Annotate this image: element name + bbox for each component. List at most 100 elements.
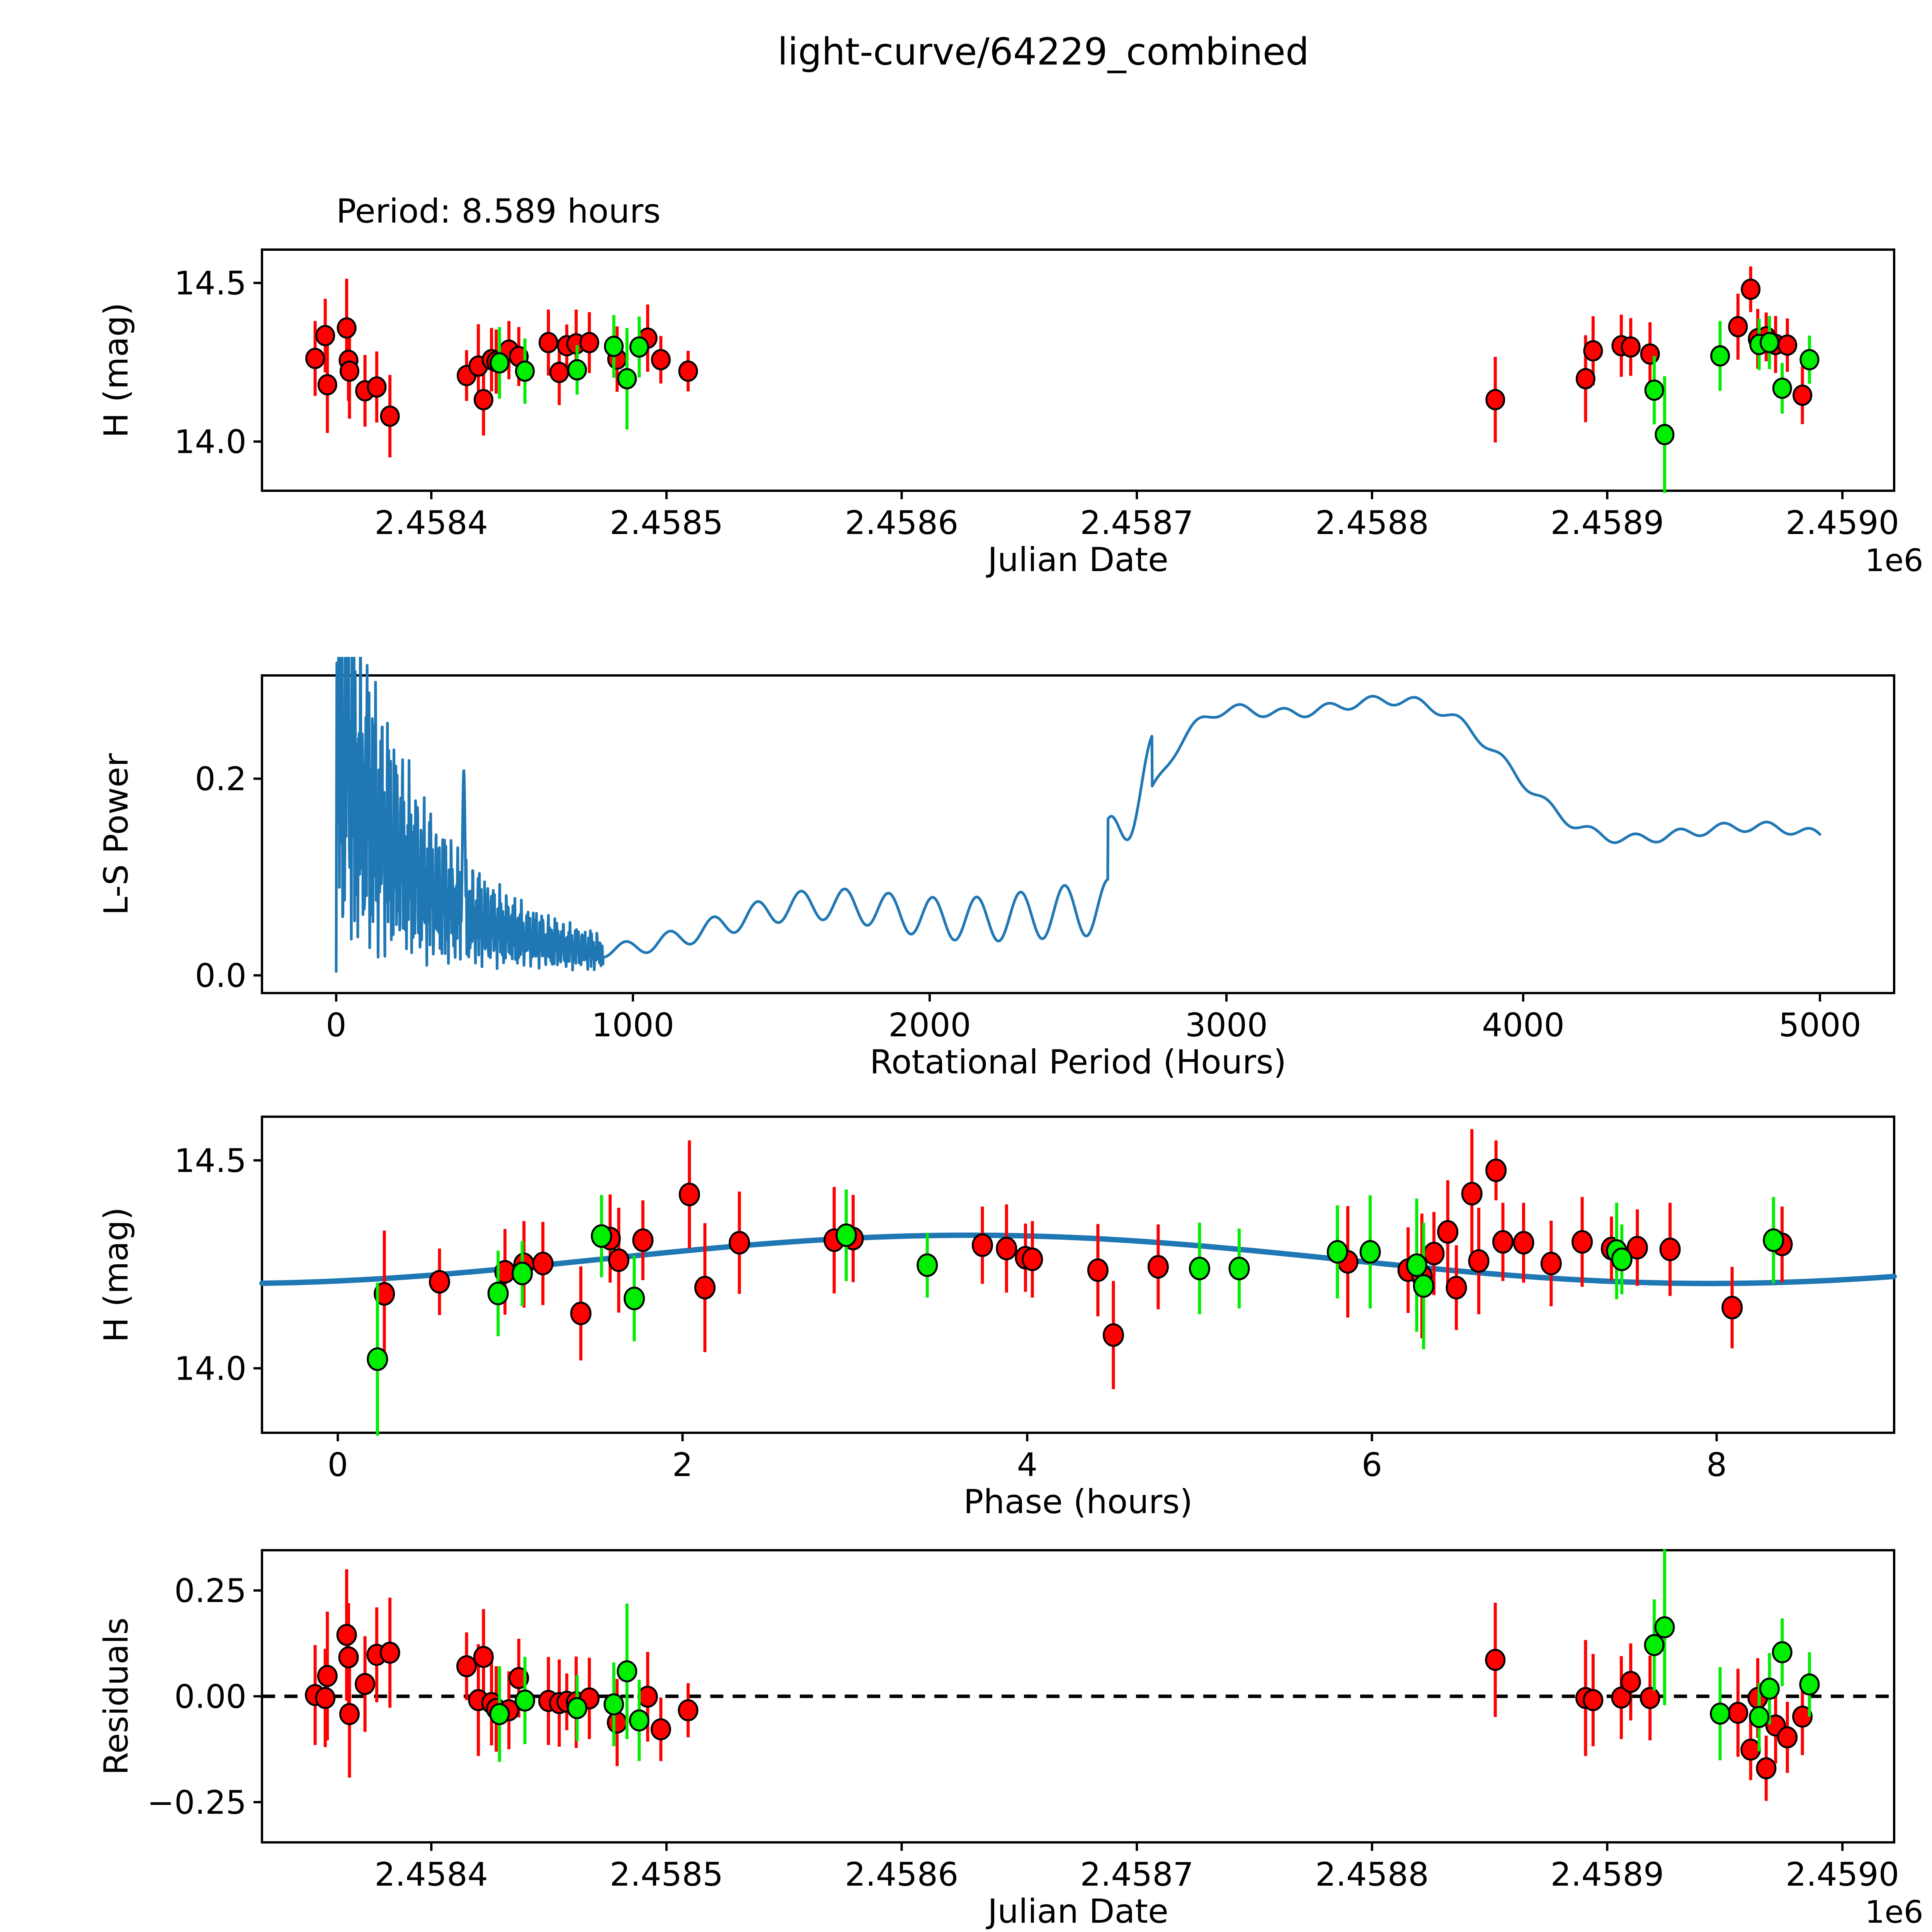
data-point xyxy=(651,349,671,371)
data-point xyxy=(1446,1276,1467,1299)
data-point xyxy=(473,1646,494,1668)
y-tick-label: 14.0 xyxy=(174,423,247,461)
y-axis-label: Residuals xyxy=(97,1617,136,1775)
data-point xyxy=(1468,1249,1490,1273)
data-point xyxy=(996,1236,1017,1260)
x-tick-label: 2.4585 xyxy=(610,1855,723,1893)
data-point xyxy=(317,1665,338,1687)
data-point xyxy=(1710,345,1730,367)
data-point xyxy=(1740,1738,1761,1761)
data-point xyxy=(678,1699,699,1721)
data-point xyxy=(338,1646,359,1668)
data-point xyxy=(650,1718,671,1740)
data-point xyxy=(1721,1296,1743,1320)
data-point xyxy=(1792,1706,1813,1728)
data-point xyxy=(623,1286,645,1310)
data-point xyxy=(637,1685,658,1708)
axes-frame xyxy=(261,248,1895,492)
data-point xyxy=(1799,349,1820,371)
data-point xyxy=(1189,1257,1210,1281)
x-tick-label: 2.4584 xyxy=(374,504,488,542)
y-axis-label: H (mag) xyxy=(97,1207,136,1342)
x-axis-label: Julian Date xyxy=(986,541,1168,579)
data-point xyxy=(538,332,558,354)
data-point xyxy=(1583,340,1603,362)
data-point xyxy=(1772,378,1792,399)
data-point xyxy=(1756,1757,1777,1779)
data-point xyxy=(512,1262,533,1286)
data-point xyxy=(1644,1634,1665,1656)
data-point xyxy=(305,348,325,369)
x-tick-label: 2.4589 xyxy=(1550,1855,1664,1893)
data-point xyxy=(1611,1686,1632,1709)
datapoints-green xyxy=(489,1616,1820,1731)
data-point xyxy=(514,1689,535,1712)
data-point xyxy=(1710,1702,1731,1725)
data-point xyxy=(339,1703,360,1725)
data-point xyxy=(567,359,587,381)
data-point xyxy=(617,368,637,389)
data-point xyxy=(1583,1689,1604,1711)
data-point xyxy=(678,360,698,382)
x-tick-label: 2.4584 xyxy=(374,1855,488,1893)
panel-residuals: 2.4584 2.4585 2.4586 2.4587 2.4588 2.4589 2.45… xyxy=(0,1546,1932,1932)
data-point xyxy=(1654,1616,1675,1638)
x-tick-label: 2.4588 xyxy=(1315,1855,1429,1893)
y-tick-label: 14.5 xyxy=(174,1142,247,1180)
panel-phase-fold: 0 2 4 6 8 Phase (hours) 14.0 14.5 H (mag) xyxy=(0,1105,1932,1546)
x-axis-label: Julian Date xyxy=(986,1892,1168,1931)
data-point xyxy=(315,325,335,347)
data-point xyxy=(1423,1242,1445,1265)
errorbars-red xyxy=(313,1569,1804,1801)
errorbars-green xyxy=(498,1549,1811,1762)
x-tick-label: 2.4590 xyxy=(1786,504,1899,542)
data-point xyxy=(487,1281,509,1305)
y-tick-label: 14.5 xyxy=(174,264,247,302)
data-point xyxy=(1492,1230,1514,1254)
y-axis: 0.25 0.00 −0.25 xyxy=(147,1572,262,1821)
x-tick-label: 6 xyxy=(1362,1446,1382,1484)
x-tick-label: 2.4588 xyxy=(1315,504,1429,542)
data-point xyxy=(591,1224,612,1248)
data-point xyxy=(1327,1240,1348,1264)
panel-light-curve: Period: 8.589 hours 2.4584 2.4585 2.4586 2.4… xyxy=(0,147,1932,657)
x-axis: 0 1000 2000 3000 4000 5000 xyxy=(326,993,1861,1044)
data-point xyxy=(835,1223,857,1247)
y-tick-label: −0.25 xyxy=(147,1784,247,1821)
data-point xyxy=(1611,1247,1633,1271)
period-annotation: Period: 8.589 hours xyxy=(336,192,661,231)
data-point xyxy=(1228,1257,1250,1281)
data-point xyxy=(1540,1252,1562,1276)
data-point xyxy=(1513,1231,1534,1255)
data-point xyxy=(679,1182,700,1206)
data-point xyxy=(1485,389,1505,410)
axes-frame xyxy=(261,674,1895,994)
data-point xyxy=(1777,334,1798,356)
data-point xyxy=(355,1673,376,1695)
x-tick-label: 2000 xyxy=(888,1006,971,1044)
x-tick-label: 2.4587 xyxy=(1080,504,1194,542)
data-point xyxy=(339,360,359,382)
data-point xyxy=(1793,384,1813,406)
data-point xyxy=(1759,1677,1780,1700)
data-point xyxy=(473,389,493,410)
x-axis-offset-label: 1e6 xyxy=(1865,543,1923,578)
data-point xyxy=(1728,1702,1748,1724)
y-axis-label: H (mag) xyxy=(97,303,136,438)
data-point xyxy=(315,1687,336,1709)
data-point xyxy=(1413,1274,1434,1298)
data-point xyxy=(336,1624,357,1646)
data-point xyxy=(604,1693,624,1716)
x-tick-label: 2.4589 xyxy=(1550,504,1664,542)
errorbars-red xyxy=(313,266,1804,457)
data-point xyxy=(549,362,569,383)
data-point xyxy=(1102,1323,1124,1347)
data-point xyxy=(1777,1726,1798,1748)
data-point xyxy=(1461,1182,1483,1206)
x-tick-label: 5000 xyxy=(1779,1006,1861,1044)
data-point xyxy=(1359,1240,1381,1264)
y-tick-label: 0.00 xyxy=(174,1678,247,1716)
data-point xyxy=(1644,379,1664,401)
data-point xyxy=(604,335,624,357)
